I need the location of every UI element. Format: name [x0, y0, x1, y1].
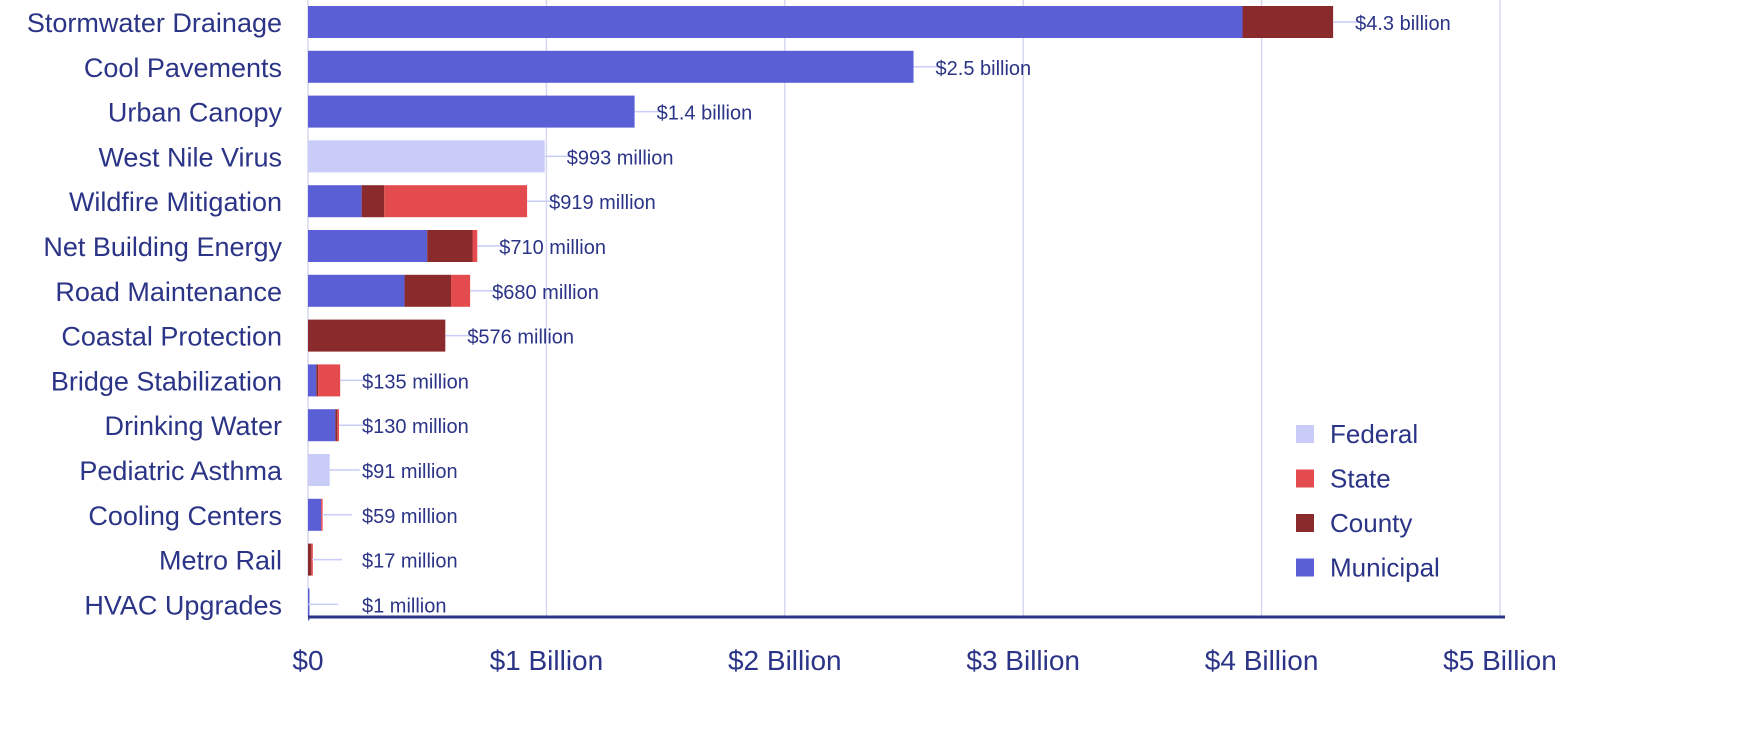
category-label-cool-pavements: Cool Pavements — [84, 53, 282, 83]
data-label-pediatric-asthma: $91 million — [362, 461, 458, 483]
legend-label-municipal: Municipal — [1330, 553, 1440, 583]
data-label-urban-canopy: $1.4 billion — [657, 103, 753, 125]
data-label-cooling-centers: $59 million — [362, 506, 458, 528]
x-tick-label: $4 Billion — [1205, 645, 1319, 676]
bar-cool-pavements-municipal — [308, 50, 914, 83]
category-label-pediatric-asthma: Pediatric Asthma — [79, 456, 283, 486]
bar-road-maintenance-county — [404, 274, 452, 307]
bar-bridge-stabilization-county — [316, 364, 319, 397]
data-label-bridge-stabilization: $135 million — [362, 371, 469, 393]
x-tick-label: $0 — [292, 645, 323, 676]
bar-cooling-centers-state — [321, 498, 323, 531]
legend-label-federal: Federal — [1330, 419, 1418, 449]
bar-net-building-energy-state — [472, 230, 478, 262]
legend-swatch-county — [1296, 514, 1314, 532]
legend-label-county: County — [1330, 508, 1412, 538]
bar-drinking-water-state — [337, 409, 339, 442]
bar-net-building-energy-municipal — [308, 230, 428, 262]
category-label-drinking-water: Drinking Water — [104, 411, 282, 441]
category-label-wildfire-mitigation: Wildfire Mitigation — [69, 187, 282, 217]
bar-urban-canopy-municipal — [308, 95, 635, 128]
data-label-road-maintenance: $680 million — [492, 282, 599, 304]
data-label-cool-pavements: $2.5 billion — [936, 58, 1032, 80]
category-label-cooling-centers: Cooling Centers — [88, 501, 282, 531]
data-label-net-building-energy: $710 million — [499, 237, 606, 259]
category-label-coastal-protection: Coastal Protection — [61, 322, 282, 352]
bar-wildfire-mitigation-municipal — [308, 185, 362, 218]
bar-bridge-stabilization-state — [318, 364, 341, 397]
bar-coastal-protection-county — [308, 319, 446, 352]
bar-wildfire-mitigation-county — [361, 185, 385, 218]
category-labels: Stormwater Drainage Cool Pavements Urban C… — [27, 8, 283, 620]
bar-bridge-stabilization-municipal — [308, 364, 317, 397]
bar-metro-rail-county — [308, 543, 312, 576]
x-tick-label: $5 Billion — [1443, 645, 1557, 676]
category-label-stormwater-drainage: Stormwater Drainage — [27, 8, 282, 38]
bar-drinking-water-county — [335, 409, 338, 442]
bar-wildfire-mitigation-state — [384, 185, 528, 218]
category-label-net-building-energy: Net Building Energy — [43, 232, 282, 262]
legend-label-state: State — [1330, 464, 1391, 494]
category-label-metro-rail: Metro Rail — [159, 546, 282, 576]
bar-stormwater-drainage-county — [1242, 6, 1334, 38]
data-labels: $4.3 billion $2.5 billion $1.4 billion $993… — [362, 13, 1451, 617]
data-label-drinking-water: $130 million — [362, 416, 469, 438]
grid-lines — [307, 0, 1501, 617]
legend-swatch-federal — [1296, 425, 1314, 443]
bar-stormwater-drainage-municipal — [308, 6, 1243, 38]
data-label-coastal-protection: $576 million — [467, 327, 574, 349]
bar-west-nile-virus-federal — [308, 140, 545, 173]
x-tick-label: $2 Billion — [728, 645, 842, 676]
legend-swatch-municipal — [1296, 558, 1314, 577]
bar-drinking-water-municipal — [308, 409, 336, 442]
data-label-stormwater-drainage: $4.3 billion — [1355, 13, 1451, 35]
data-label-hvac-upgrades: $1 million — [362, 595, 446, 617]
x-tick-labels: $0 $1 Billion $2 Billion $3 Billion $4 Billi… — [292, 645, 1556, 676]
bar-pediatric-asthma-federal — [308, 454, 330, 486]
category-label-hvac-upgrades: HVAC Upgrades — [84, 590, 282, 620]
bar-net-building-energy-county — [427, 230, 473, 262]
bar-road-maintenance-municipal — [308, 274, 405, 307]
legend: Federal State County Municipal — [1296, 419, 1440, 583]
category-label-bridge-stabilization: Bridge Stabilization — [51, 366, 282, 396]
bar-road-maintenance-state — [451, 274, 471, 307]
x-tick-label: $3 Billion — [966, 645, 1080, 676]
bar-cooling-centers-municipal — [308, 498, 322, 531]
legend-swatch-state — [1296, 469, 1314, 488]
data-label-metro-rail: $17 million — [362, 551, 458, 573]
data-label-wildfire-mitigation: $919 million — [549, 192, 656, 214]
category-label-urban-canopy: Urban Canopy — [108, 98, 283, 128]
data-label-west-nile-virus: $993 million — [567, 147, 674, 169]
category-label-west-nile-virus: West Nile Virus — [98, 142, 282, 172]
category-label-road-maintenance: Road Maintenance — [55, 277, 282, 307]
x-tick-label: $1 Billion — [490, 645, 604, 676]
bars — [308, 6, 1364, 621]
